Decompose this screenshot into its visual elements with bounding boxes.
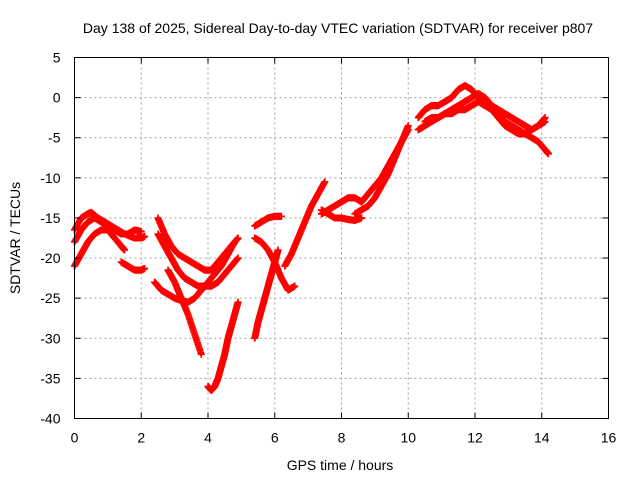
y-tick-label: -10 <box>40 170 60 186</box>
data-point <box>544 150 552 158</box>
data-series <box>164 266 205 358</box>
x-tick-label: 6 <box>271 430 279 446</box>
data-point <box>197 350 205 358</box>
data-point <box>141 264 149 272</box>
y-tick-label: -35 <box>40 370 60 386</box>
y-tick-label: 5 <box>53 50 61 66</box>
y-tick-label: -5 <box>48 130 61 146</box>
y-tick-label: -25 <box>40 290 60 306</box>
data-series <box>317 194 366 218</box>
chart-title: Day 138 of 2025, Sidereal Day-to-day VTE… <box>83 20 593 36</box>
axis-ticks: 0 2 4 6 8 10 12 14 16 5 0 -5 -10 -15 -20 -25 -30 -35 -40 <box>40 50 616 446</box>
data-series <box>317 206 366 224</box>
x-tick-label: 2 <box>137 430 145 446</box>
data-point <box>121 246 129 254</box>
data-points <box>71 82 552 394</box>
data-point <box>404 126 412 134</box>
data-point <box>277 212 285 220</box>
data-point <box>541 114 549 122</box>
data-series <box>358 126 412 206</box>
data-point <box>358 214 366 222</box>
y-tick-label: -20 <box>40 250 60 266</box>
data-series <box>117 258 149 274</box>
data-point <box>291 282 299 290</box>
data-series <box>414 82 549 134</box>
y-tick-label: -40 <box>40 411 60 427</box>
data-series <box>251 234 299 294</box>
data-series <box>251 212 285 230</box>
data-series <box>251 246 282 342</box>
data-point <box>234 254 242 262</box>
x-tick-label: 4 <box>204 430 212 446</box>
data-series <box>204 298 242 394</box>
x-tick-label: 16 <box>601 430 617 446</box>
y-tick-label: -15 <box>40 210 60 226</box>
data-series <box>421 98 552 158</box>
data-point <box>141 232 149 240</box>
y-tick-label: -30 <box>40 330 60 346</box>
x-tick-label: 0 <box>71 430 79 446</box>
x-tick-label: 8 <box>338 430 346 446</box>
x-axis-label: GPS time / hours <box>287 457 394 473</box>
data-point <box>234 234 242 242</box>
x-tick-label: 12 <box>467 430 483 446</box>
data-point <box>137 228 145 236</box>
data-point <box>231 238 239 246</box>
grid-lines <box>74 57 609 419</box>
x-tick-label: 14 <box>534 430 550 446</box>
y-tick-label: 0 <box>53 90 61 106</box>
x-tick-label: 10 <box>400 430 416 446</box>
data-series <box>281 178 329 270</box>
data-point <box>274 246 282 254</box>
data-series <box>71 226 129 270</box>
y-axis-label: SDTVAR / TECUs <box>7 182 23 294</box>
data-point <box>321 178 329 186</box>
data-point <box>234 298 242 306</box>
